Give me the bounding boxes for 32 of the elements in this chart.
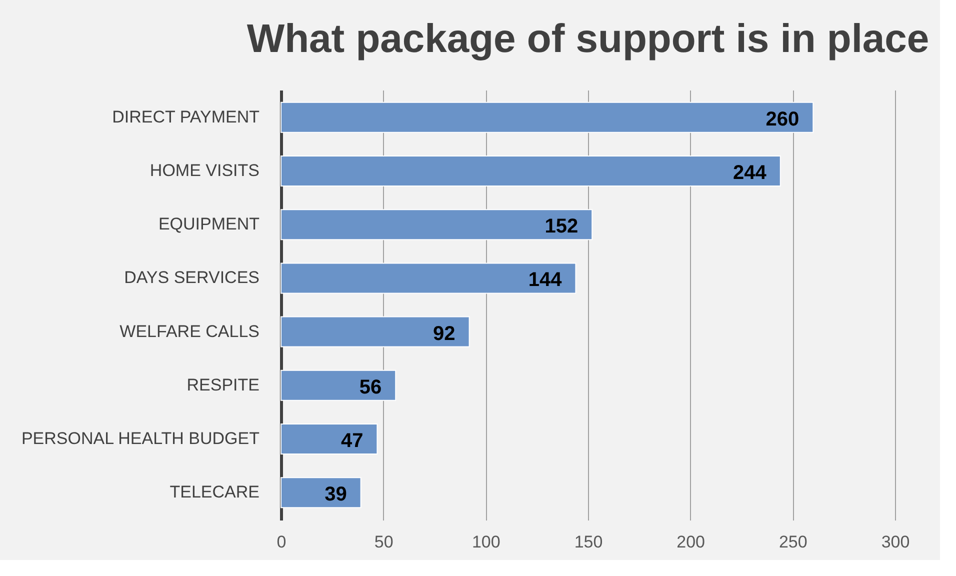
bar [280,370,396,401]
bar [280,477,362,508]
x-tick-label: 250 [778,532,808,552]
data-label: 152 [544,216,578,238]
y-tick-label: WELFARE CALLS [120,322,260,341]
data-label: 144 [528,269,563,292]
y-tick-label: DIRECT PAYMENT [112,107,260,126]
x-tick-label: 200 [676,532,706,552]
y-tick-label: EQUIPMENT [158,214,260,234]
data-label: 39 [324,484,347,506]
data-label: 92 [433,322,456,345]
bar [280,262,576,294]
y-tick-label: DAYS SERVICES [124,268,260,288]
bar [280,424,378,455]
x-tick-label: 150 [574,532,603,552]
bar [280,209,593,240]
x-tick-label: 300 [881,532,910,552]
x-tick-label: 100 [472,532,500,552]
data-label: 47 [340,430,364,452]
bar [280,316,470,348]
data-label: 260 [766,108,800,130]
data-label: 244 [733,162,768,184]
x-tick-label: 0 [276,532,286,552]
bar [280,102,814,133]
y-tick-label: HOME VISITS [150,160,260,180]
y-tick-label: PERSONAL HEALTH BUDGET [21,429,260,448]
x-tick-label: 50 [374,532,394,552]
y-tick-label: TELECARE [170,482,260,502]
bar [280,155,781,186]
chart-title: What package of support is in place [246,17,930,61]
y-tick-label: RESPITE [186,375,260,394]
data-label: 56 [359,376,382,398]
